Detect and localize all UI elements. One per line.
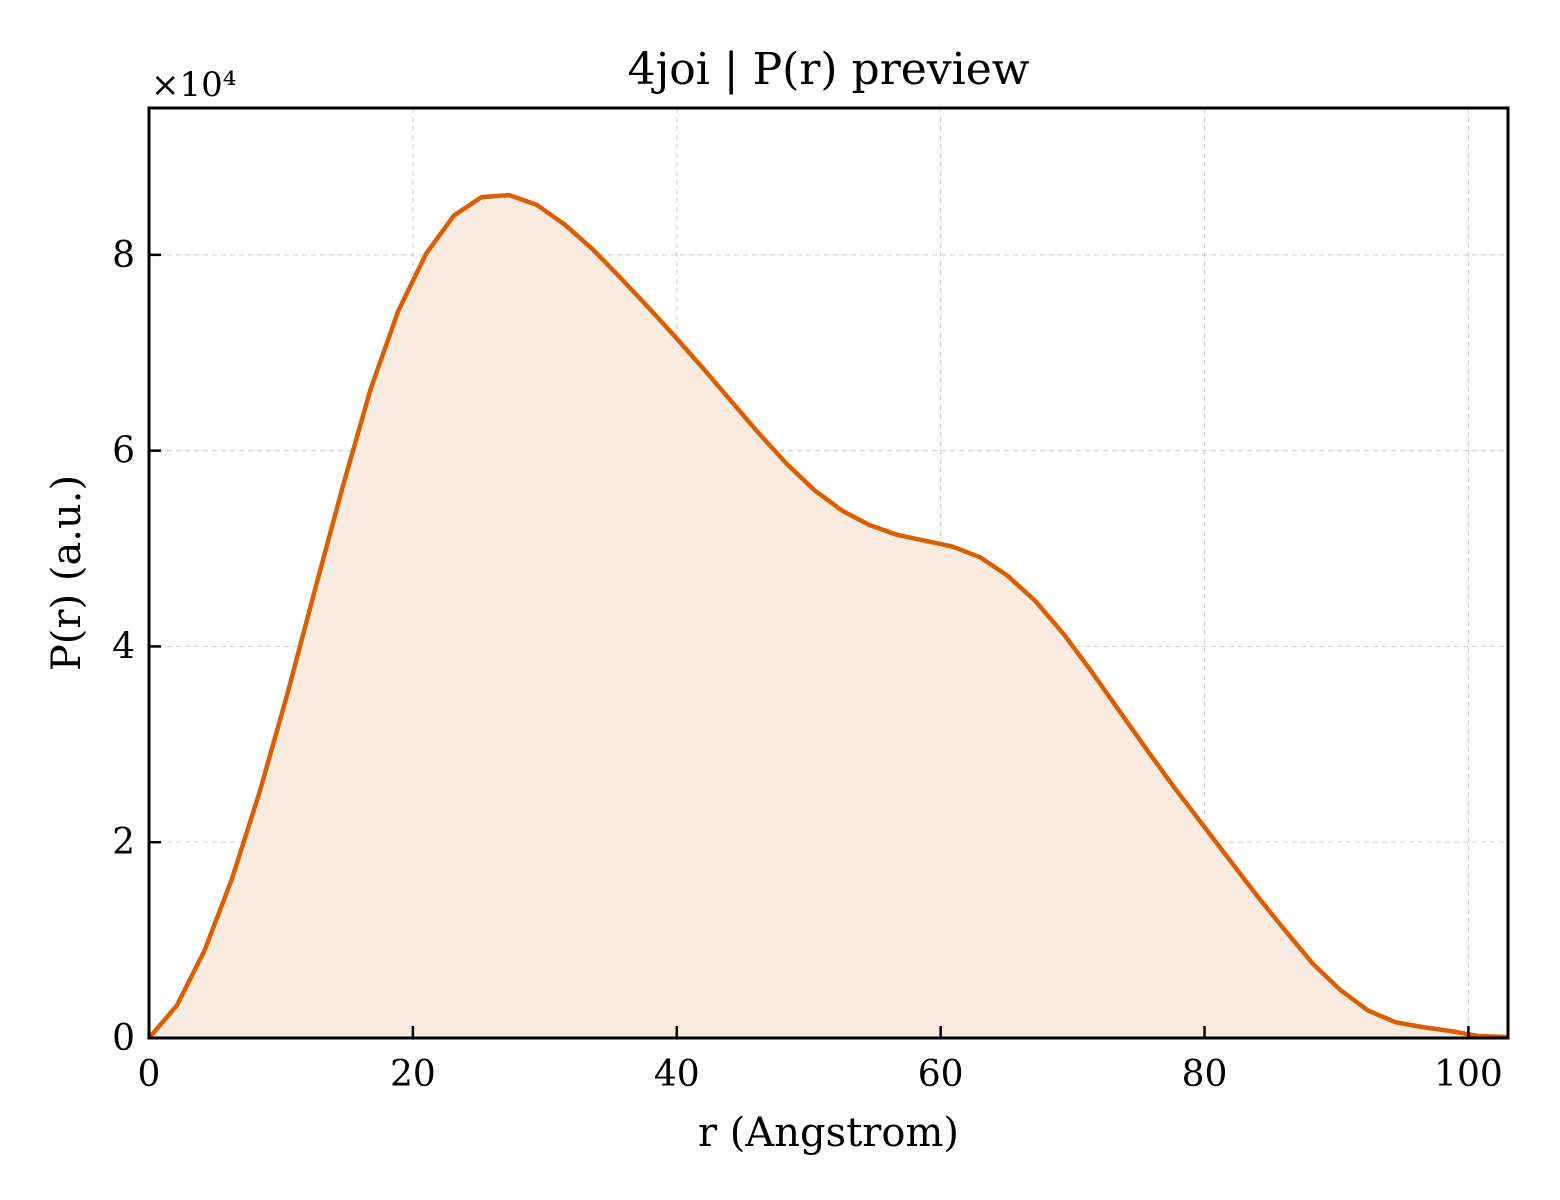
- y-axis-label: P(r) (a.u.): [44, 475, 90, 671]
- y-tick-label-8: 8: [112, 235, 135, 276]
- y-axis-ticks: 0 2 4 6 8: [112, 235, 161, 1059]
- x-tick-label-40: 40: [654, 1054, 700, 1095]
- series-line: [147, 192, 1507, 1040]
- x-tick-label-100: 100: [1434, 1054, 1503, 1095]
- x-tick-label-0: 0: [138, 1054, 161, 1095]
- y-tick-label-4: 4: [112, 626, 135, 667]
- y-tick-label-2: 2: [112, 822, 135, 863]
- x-axis-ticks: 0 20 40 60 80 100: [138, 1026, 1503, 1095]
- x-tick-label-20: 20: [390, 1054, 436, 1095]
- plot-frame: [147, 106, 1510, 1040]
- x-tick-label-60: 60: [918, 1054, 964, 1095]
- chart-title: 4joi | P(r) preview: [628, 44, 1030, 95]
- y-tick-label-0: 0: [112, 1018, 135, 1059]
- y-tick-label-6: 6: [112, 431, 135, 472]
- x-tick-label-80: 80: [1182, 1054, 1228, 1095]
- y-axis-multiplier: ×10⁴: [151, 65, 236, 105]
- x-axis-label: r (Angstrom): [698, 1110, 959, 1156]
- area-fill: [149, 195, 1507, 1038]
